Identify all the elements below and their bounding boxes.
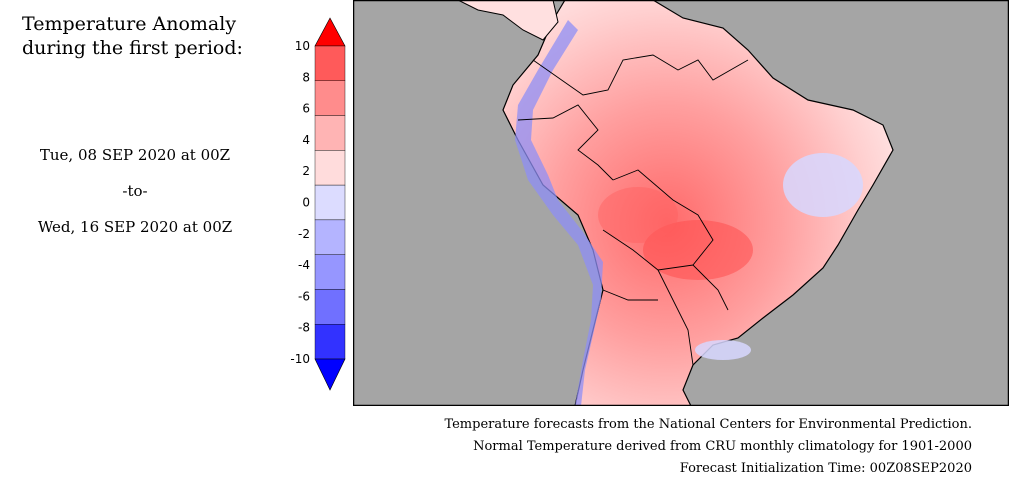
period-start: Tue, 08 SEP 2020 at 00Z — [39, 146, 231, 164]
period-end: Wed, 16 SEP 2020 at 00Z — [37, 218, 233, 236]
title-line-2: during the first period: — [22, 37, 243, 59]
scale-label: 8 — [302, 70, 310, 84]
scale-color-box — [314, 115, 346, 151]
scale-bottom-arrow — [314, 358, 346, 391]
scale-color-box — [314, 184, 346, 221]
scale-label: 4 — [302, 133, 310, 147]
title-line-1: Temperature Anomaly — [22, 13, 237, 35]
scale-label: 6 — [302, 102, 310, 116]
andes-cool-band — [515, 20, 603, 406]
credits-line-3: Forecast Initialization Time: 00Z08SEP20… — [679, 461, 972, 476]
scale-color-box — [314, 289, 346, 325]
period-separator: -to- — [122, 182, 148, 200]
scale-color-box — [314, 150, 346, 186]
hot-core — [643, 220, 753, 280]
scale-label: -4 — [298, 258, 310, 272]
scale-color-box — [314, 80, 346, 116]
map-title: Temperature Anomaly during the first per… — [22, 12, 262, 60]
color-scale-legend: 10 8 6 4 2 0 -2 -4 -6 -8 -10 — [290, 17, 346, 391]
country-borders — [517, 54, 749, 366]
scale-label: -6 — [298, 289, 310, 303]
scale-label: 0 — [302, 196, 310, 210]
scale-color-box — [314, 45, 346, 81]
southeast-cool-patch — [695, 340, 751, 360]
scale-color-box — [314, 254, 346, 290]
hot-core-west — [598, 187, 678, 243]
map-frame — [353, 0, 1009, 406]
scale-label: -10 — [290, 352, 310, 366]
scale-label: 10 — [295, 39, 310, 53]
scale-label: -8 — [298, 321, 310, 335]
credits-line-2: Normal Temperature derived from CRU mont… — [473, 439, 972, 454]
scale-top-arrow — [314, 17, 346, 47]
scale-label: 2 — [302, 164, 310, 178]
credits-line-1: Temperature forecasts from the National … — [444, 417, 972, 432]
temperature-anomaly-map — [353, 0, 1009, 406]
scale-label: -2 — [298, 227, 310, 241]
map-credits: Temperature forecasts from the National … — [444, 414, 972, 480]
scale-color-box — [314, 324, 346, 360]
land-central-america — [457, 0, 559, 41]
northeast-cool-patch — [783, 153, 863, 217]
scale-color-box — [314, 219, 346, 255]
